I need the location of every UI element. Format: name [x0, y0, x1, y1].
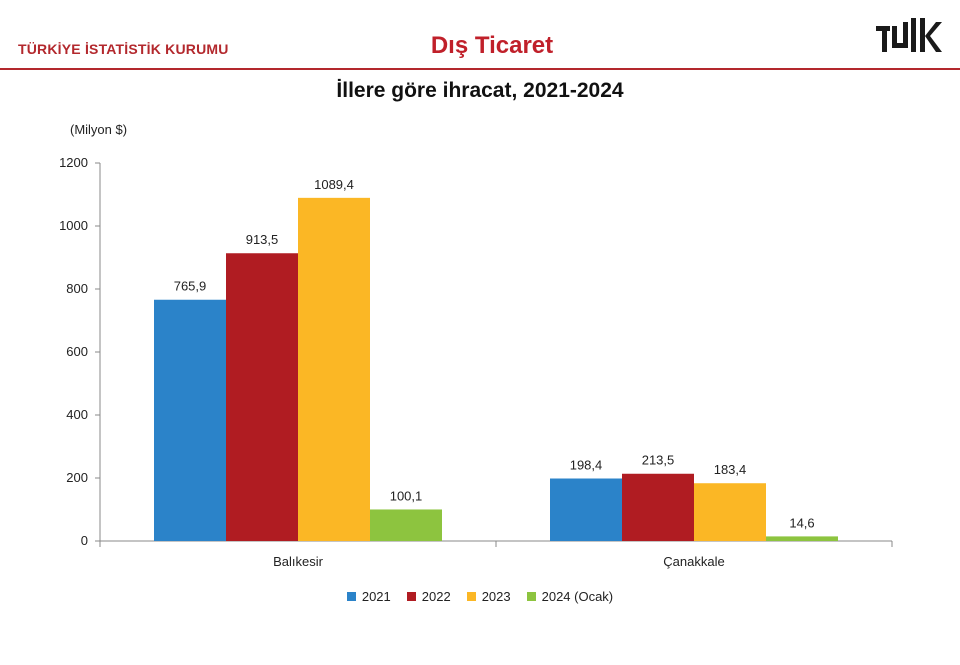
bar	[298, 197, 370, 542]
section-title: Dış Ticaret	[430, 32, 554, 59]
bar	[694, 483, 766, 541]
legend-label: 2024 (Ocak)	[541, 589, 614, 604]
data-label: 913,5	[246, 232, 279, 247]
legend-item: 2021	[346, 589, 391, 604]
bar	[154, 299, 226, 541]
tuik-logo	[876, 18, 942, 52]
y-unit-label: (Milyon $)	[70, 122, 128, 137]
data-label: 765,9	[174, 279, 207, 294]
y-tick-label: 1000	[59, 218, 88, 233]
legend-label: 2022	[421, 589, 451, 604]
legend-swatch	[346, 592, 356, 601]
legend-item: 2022	[406, 589, 451, 604]
header-rule	[0, 68, 960, 70]
page-header: TÜRKİYE İSTATİSTİK KURUMU Dış Ticaret	[0, 0, 960, 72]
legend-swatch	[406, 592, 416, 601]
data-label: 198,4	[570, 458, 603, 473]
org-name: TÜRKİYE İSTATİSTİK KURUMU	[18, 41, 229, 57]
data-label: 100,1	[390, 488, 423, 503]
data-label: 183,4	[714, 462, 747, 477]
bar	[766, 536, 838, 541]
y-tick-label: 600	[66, 344, 88, 359]
legend-swatch	[526, 592, 536, 601]
legend-item: 2023	[466, 589, 511, 604]
chart-legend: 2021 2022 2023 2024 (Ocak)	[0, 589, 960, 604]
y-tick-label: 400	[66, 407, 88, 422]
x-category-label: Çanakkale	[663, 554, 724, 569]
bar	[370, 509, 442, 541]
legend-swatch	[466, 592, 476, 601]
data-label: 14,6	[789, 515, 814, 530]
y-tick-label: 800	[66, 281, 88, 296]
y-tick-label: 0	[81, 533, 88, 548]
legend-label: 2021	[361, 589, 391, 604]
x-category-label: Balıkesir	[273, 554, 324, 569]
y-tick-label: 200	[66, 470, 88, 485]
bar	[550, 478, 622, 541]
data-label: 213,5	[642, 453, 675, 468]
y-tick-label: 1200	[59, 155, 88, 170]
bar	[226, 253, 298, 541]
data-label: 1089,4	[314, 177, 354, 192]
legend-label: 2023	[481, 589, 511, 604]
chart-title: İllere göre ihracat, 2021-2024	[336, 79, 624, 102]
legend-item: 2024 (Ocak)	[526, 589, 614, 604]
bar	[622, 473, 694, 541]
